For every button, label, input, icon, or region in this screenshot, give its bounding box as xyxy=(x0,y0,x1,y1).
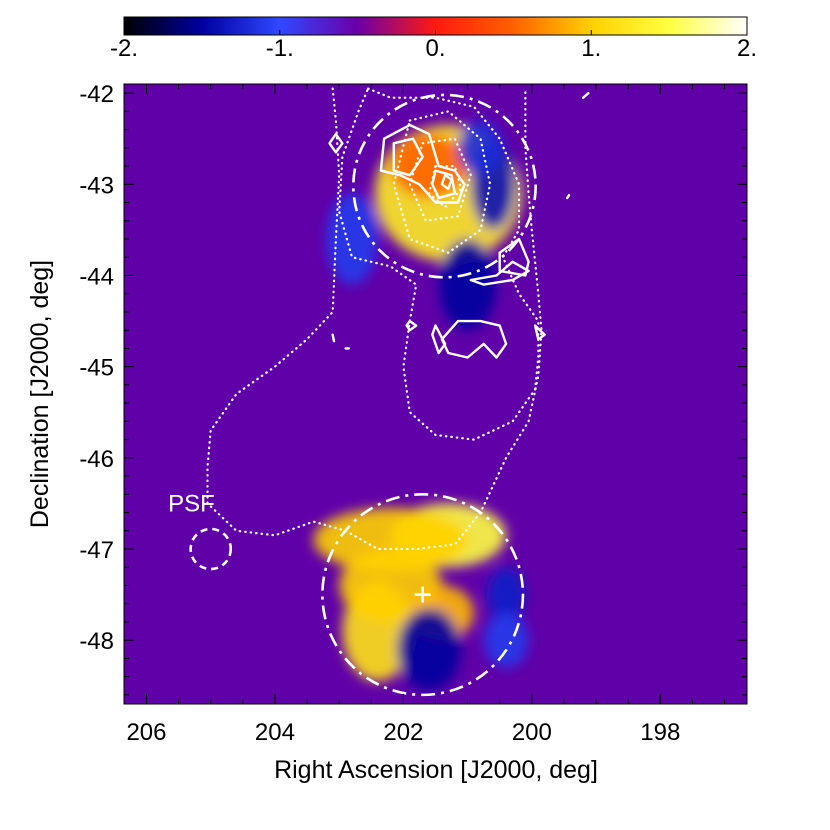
y-tick-label: -45 xyxy=(79,355,114,382)
significance-blob xyxy=(396,608,462,691)
contour-layer xyxy=(206,87,590,551)
solid-contour xyxy=(405,319,418,332)
significance-blob xyxy=(457,120,503,176)
significance-blob xyxy=(326,193,378,285)
significance-blob xyxy=(483,612,529,668)
dotted-contour xyxy=(338,87,540,441)
colorbar-tick-label: 2. xyxy=(737,35,757,62)
significance-blob xyxy=(313,507,468,572)
significance-blob xyxy=(486,567,526,622)
dotted-contour xyxy=(428,165,463,209)
colorbar-tick-label: -1. xyxy=(266,35,294,62)
x-tick-label: 206 xyxy=(126,719,166,746)
dotted-contour xyxy=(206,87,543,551)
solid-contour xyxy=(533,324,546,341)
solid-contour xyxy=(440,174,453,191)
colorbar: -2. -1. 0. 1. 2. xyxy=(110,16,757,62)
psf-circle xyxy=(189,527,233,571)
region-circle xyxy=(352,93,537,279)
annotation-layer: PSF xyxy=(168,490,215,517)
solid-contour xyxy=(431,169,456,200)
y-tick-label: -46 xyxy=(79,446,114,473)
y-tick-label: -43 xyxy=(79,172,114,199)
solid-contour xyxy=(582,91,590,99)
x-tick-label: 202 xyxy=(383,719,423,746)
colorbar-tick-label: 1. xyxy=(581,35,601,62)
significance-blob xyxy=(390,134,468,198)
solid-contour xyxy=(328,132,344,154)
psf-label: PSF xyxy=(168,490,215,517)
marker-layer xyxy=(414,586,431,603)
x-tick-label: 204 xyxy=(255,719,295,746)
colorbar-tick-label: 0. xyxy=(425,35,445,62)
axis-ticks: 206 204 202 200 198 -42 -43 -44 -45 -46 -47 -48 xyxy=(79,81,747,746)
y-tick-label: -44 xyxy=(79,263,114,290)
y-tick-label: -48 xyxy=(79,628,114,655)
dotted-contour xyxy=(392,110,492,254)
solid-contour xyxy=(331,333,336,343)
y-tick-label: -42 xyxy=(79,81,114,108)
region-circle xyxy=(321,492,525,697)
colorbar-ticks: -2. -1. 0. 1. 2. xyxy=(110,30,757,62)
solid-contour xyxy=(379,123,466,204)
x-tick-label: 200 xyxy=(512,719,552,746)
significance-blob xyxy=(438,239,497,331)
solid-contour xyxy=(431,324,447,355)
solid-contour xyxy=(392,137,424,177)
y-tick-label: -47 xyxy=(79,537,114,564)
y-axis-title: Declination [J2000, deg] xyxy=(26,260,54,528)
solid-contour xyxy=(469,260,530,286)
colorbar-tick-label: -2. xyxy=(110,35,138,62)
x-tick-label: 198 xyxy=(640,719,680,746)
x-axis-title: Right Ascension [J2000, deg] xyxy=(274,756,598,784)
solid-contour xyxy=(440,319,508,359)
plot-area: PSF 206 204 202 200 198 -42 -43 -44 -45 -46 -47 -48 xyxy=(79,81,748,746)
dotted-contour xyxy=(408,137,472,222)
region-layer xyxy=(189,93,537,697)
solid-contour xyxy=(566,194,571,200)
significance-blobs xyxy=(313,120,529,691)
plus-marker xyxy=(414,586,431,603)
